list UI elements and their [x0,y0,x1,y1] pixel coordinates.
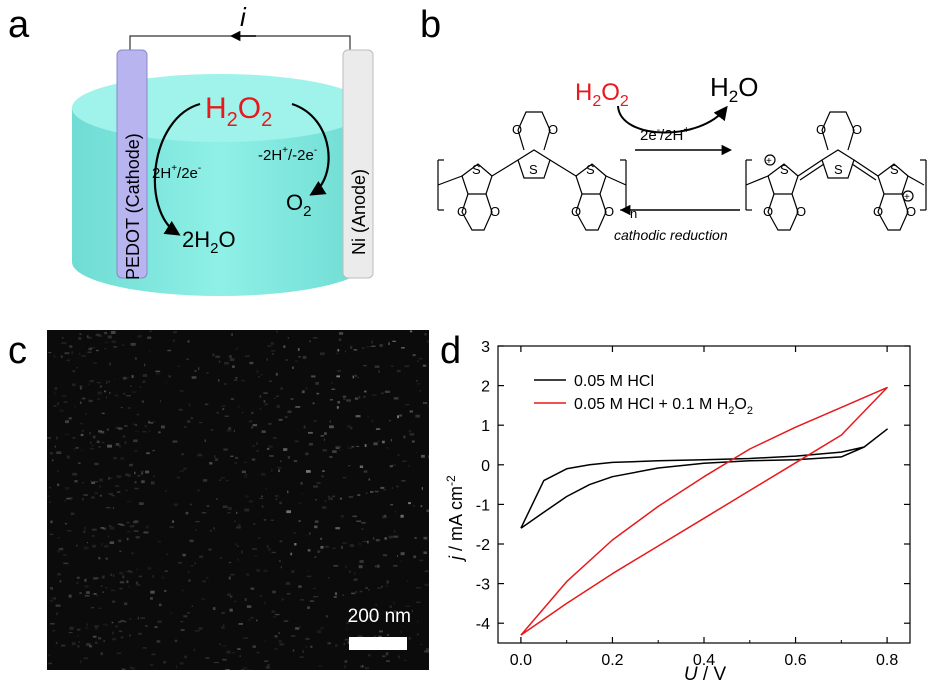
svg-text:O: O [571,204,581,219]
svg-text:O: O [816,122,826,137]
svg-text:O: O [796,204,806,219]
y-tick-label: 3 [481,339,490,356]
legend: 0.05 M HCl 0.05 M HCl + 0.1 M H2O2 [534,373,753,417]
anode-step-label: -2H+/-2e- [258,145,317,164]
svg-text:n: n [630,206,637,221]
anode-reaction-arrow [291,102,330,196]
x-tick-label: 0.2 [601,652,623,669]
svg-text:+: + [904,192,910,203]
svg-text:O: O [763,204,773,219]
svg-text:S: S [529,162,538,177]
y-tick-label: -3 [476,577,490,594]
x-tick-label: 0.4 [693,652,715,669]
svg-text:S: S [780,162,789,177]
panel-label-c: c [8,330,27,372]
svg-text:S: S [834,162,843,177]
pedot-neutral-atoms: S S S O O O O O O n [457,122,637,221]
cathode-electrode [116,49,148,279]
panel-label-a: a [8,4,30,46]
y-tick-label: 2 [481,379,490,396]
reactant-h2o2: H2O2 [205,92,272,131]
product-oxygen: O2 [286,190,311,220]
y-tick-label: -1 [476,497,490,514]
x-tick-label: 0.6 [784,652,806,669]
wire [129,35,351,50]
axis-ticks: 0.0 0.2 0.4 0.6 0.8 -4 -3 -2 -1 0 1 2 3 [476,339,910,669]
series-line-hcl-h2o2 [520,386,888,636]
scale-bar [349,637,407,650]
svg-text:S: S [586,162,595,177]
scheme-reduction-label: cathodic reduction [614,227,728,243]
svg-text:O: O [873,204,883,219]
svg-text:O: O [548,122,558,137]
pedot-neutral-structure [437,111,627,231]
pedot-oxidized-atoms: S S S O O O O O O + + [763,122,916,219]
svg-text:+: + [766,156,772,167]
sem-micrograph: 200 nm [47,330,429,670]
x-tick-label: 0.8 [876,652,898,669]
scheme-product-h2o: H2O [710,72,758,106]
x-axis-label: U / V [684,664,727,685]
current-label: i [240,2,247,32]
plot-frame [497,345,911,644]
cathode-reaction-arrow [153,102,201,236]
legend-label-hcl: 0.05 M HCl [574,373,654,390]
y-tick-label: -2 [476,537,490,554]
cv-chart: 0.0 0.2 0.4 0.6 0.8 -4 -3 -2 -1 0 1 2 3 0.05 M HCl 0… [444,339,911,685]
y-tick-label: -4 [476,616,490,633]
scale-bar-label: 200 nm [347,606,411,627]
x-tick-label: 0.0 [510,652,532,669]
anode-label: Ni (Anode) [349,169,369,255]
svg-text:O: O [512,122,522,137]
legend-label-hcl-h2o2: 0.05 M HCl + 0.1 M H2O2 [574,396,753,417]
anode-electrode [342,49,374,279]
svg-text:O: O [852,122,862,137]
product-water: 2H2O [182,227,236,257]
y-tick-label: 0 [481,458,490,475]
cv-curves [520,386,888,636]
svg-text:O: O [604,204,614,219]
y-tick-label: 1 [481,418,490,435]
svg-text:O: O [906,204,916,219]
panel-label-b: b [420,4,442,46]
cathode-step-label: 2H+/2e- [152,163,201,182]
pedot-redox-scheme: H2O2 H2O 2e-/2H+ cathodic reduction S S … [437,72,927,243]
series-line-hcl [520,428,888,529]
svg-text:O: O [490,204,500,219]
pedot-oxidized-structure [745,111,927,231]
panel-label-d: d [440,330,462,372]
y-axis-label: j / mA cm-2 [444,475,466,563]
cathode-label: PEDOT (Cathode) [123,133,143,280]
scheme-electron-label: 2e-/2H+ [640,125,689,144]
svg-text:S: S [890,162,899,177]
svg-text:S: S [472,162,481,177]
scheme-reactant-h2o2: H2O2 [575,79,629,110]
cell-schematic: i PEDOT (Cathode) Ni (Anode) H2O2 2H+/2e… [72,2,374,296]
scheme-curved-arrow [617,105,728,134]
svg-text:O: O [457,204,467,219]
